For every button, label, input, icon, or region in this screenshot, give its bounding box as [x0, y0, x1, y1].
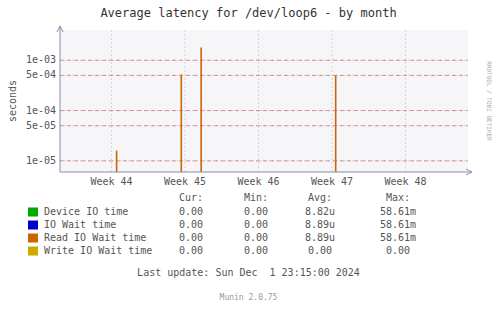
legend-header: Avg: — [308, 192, 332, 203]
legend-swatch — [28, 234, 38, 243]
x-grid-line — [111, 30, 112, 172]
y-grid-line — [60, 110, 468, 111]
watermark: RRDTOOL / TOBI OETIKER — [486, 61, 493, 141]
legend-swatch — [28, 208, 38, 217]
legend-stat: 58.61m — [380, 219, 416, 230]
y-tick-label: 5e-04 — [26, 69, 56, 80]
x-axis — [60, 172, 472, 173]
legend-label: Write IO Wait time — [44, 245, 152, 256]
reference-line — [60, 60, 468, 61]
legend-stat: 8.89u — [305, 219, 335, 230]
plot-background — [60, 30, 468, 172]
x-grid-line — [405, 30, 406, 172]
reference-line — [60, 110, 468, 111]
legend-stat: 0.00 — [244, 206, 268, 217]
reference-line — [60, 125, 468, 126]
title: Average latency for /dev/loop6 - by mont… — [100, 6, 396, 20]
spike — [116, 151, 118, 172]
version: Munin 2.0.75 — [220, 293, 278, 302]
legend-label: Device IO time — [44, 206, 128, 217]
legend-header: Cur: — [179, 192, 203, 203]
legend-stat: 58.61m — [380, 206, 416, 217]
legend-label: Read IO Wait time — [44, 232, 146, 243]
last-update: Last update: Sun Dec 1 23:15:00 2024 — [137, 267, 360, 278]
x-tick-label: Week 46 — [237, 176, 279, 187]
legend-stat: 0.00 — [244, 245, 268, 256]
x-grid-line — [184, 30, 185, 172]
legend-swatch — [28, 221, 38, 230]
y-grid-line — [60, 75, 468, 76]
reference-line — [60, 160, 468, 161]
x-tick-label: Week 45 — [164, 176, 206, 187]
legend-header: Min: — [244, 192, 268, 203]
legend-stat: 0.00 — [179, 219, 203, 230]
legend-label: IO Wait time — [44, 219, 116, 230]
legend-stat: 8.82u — [305, 206, 335, 217]
legend-stat: 58.61m — [380, 232, 416, 243]
plot-area — [60, 47, 468, 172]
x-tick-label: Week 47 — [311, 176, 353, 187]
y-tick-label: 5e-05 — [26, 120, 56, 131]
legend-stat: 0.00 — [386, 245, 410, 256]
legend-stat: 0.00 — [179, 245, 203, 256]
y-grid-line — [60, 125, 468, 126]
y-tick-label: 1e-03 — [26, 54, 56, 65]
legend-swatch — [28, 247, 38, 256]
y-tick-label: 1e-04 — [26, 105, 56, 116]
x-tick-label: Week 44 — [90, 176, 132, 187]
y-grid-line — [60, 160, 468, 161]
spike — [200, 47, 202, 172]
legend-stat: 0.00 — [308, 245, 332, 256]
x-grid-line — [258, 30, 259, 172]
legend-stat: 0.00 — [244, 219, 268, 230]
spike — [335, 75, 337, 172]
legend-stat: 0.00 — [244, 232, 268, 243]
spike — [180, 75, 182, 172]
reference-line — [60, 75, 468, 76]
y-tick-label: 1e-05 — [26, 155, 56, 166]
x-tick-label: Week 48 — [384, 176, 426, 187]
y-grid-line — [60, 60, 468, 61]
chart: Week 44 Week 45 Week 46 Week 47 Week 48 1e-05… — [0, 0, 497, 311]
legend-header: Max: — [386, 192, 410, 203]
legend-stat: 0.00 — [179, 232, 203, 243]
legend-stat: 0.00 — [179, 206, 203, 217]
x-grid-line — [332, 30, 333, 172]
y-axis-label: seconds — [7, 80, 18, 122]
legend-stat: 8.89u — [305, 232, 335, 243]
y-axis — [60, 26, 61, 172]
